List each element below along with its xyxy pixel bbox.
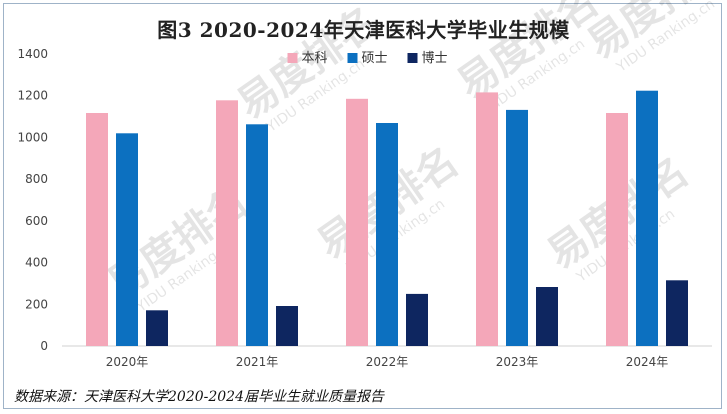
- x-tick-label: 2023年: [496, 355, 539, 369]
- bar-本科-2023年: [476, 92, 498, 347]
- y-tick-label: 600: [25, 214, 48, 228]
- legend: 本科 硕士 博士: [287, 51, 448, 66]
- bar-本科-2024年: [606, 113, 628, 346]
- y-tick-label: 1400: [17, 47, 48, 61]
- legend-swatch: [407, 53, 418, 63]
- legend-item: 本科: [287, 51, 328, 66]
- bar-硕士-2023年: [506, 109, 528, 347]
- y-tick-label: 800: [25, 172, 48, 186]
- bar-博士-2023年: [536, 287, 558, 346]
- chart-title: 图3 2020-2024年天津医科大学毕业生规模: [157, 18, 570, 42]
- bars: [86, 90, 688, 347]
- x-tick-label: 2022年: [366, 355, 409, 369]
- x-tick-label: 2024年: [626, 355, 669, 369]
- source-note: 数据来源：天津医科大学2020-2024届毕业生就业质量报告: [14, 389, 384, 405]
- bar-本科-2020年: [86, 113, 108, 346]
- x-tick-label: 2020年: [106, 355, 149, 369]
- bar-博士-2020年: [146, 310, 168, 346]
- legend-item: 硕士: [347, 51, 388, 66]
- bar-博士-2021年: [276, 306, 298, 346]
- bar-博士-2024年: [666, 280, 688, 346]
- bar-硕士-2024年: [636, 90, 658, 346]
- y-tick-label: 1000: [17, 130, 48, 144]
- bar-硕士-2022年: [376, 123, 398, 346]
- y-tick-label: 200: [25, 297, 48, 311]
- legend-swatch: [287, 53, 298, 63]
- bar-本科-2022年: [346, 98, 368, 346]
- bar-本科-2021年: [216, 100, 238, 346]
- y-tick-label: 400: [25, 256, 48, 270]
- x-tick-label: 2021年: [236, 355, 279, 369]
- bar-博士-2022年: [406, 293, 428, 346]
- bar-硕士-2020年: [116, 133, 138, 346]
- axis: 0 200 400 600 800 1000 1200 1400 2020年 2021年 2022年…: [17, 47, 712, 369]
- y-tick-label: 1200: [17, 89, 48, 103]
- legend-label: 博士: [422, 51, 448, 66]
- legend-item: 博士: [407, 51, 448, 66]
- legend-label: 本科: [302, 51, 328, 66]
- legend-label: 硕士: [362, 51, 388, 66]
- bar-硕士-2021年: [246, 124, 268, 346]
- legend-swatch: [347, 53, 358, 63]
- y-tick-label: 0: [40, 339, 48, 353]
